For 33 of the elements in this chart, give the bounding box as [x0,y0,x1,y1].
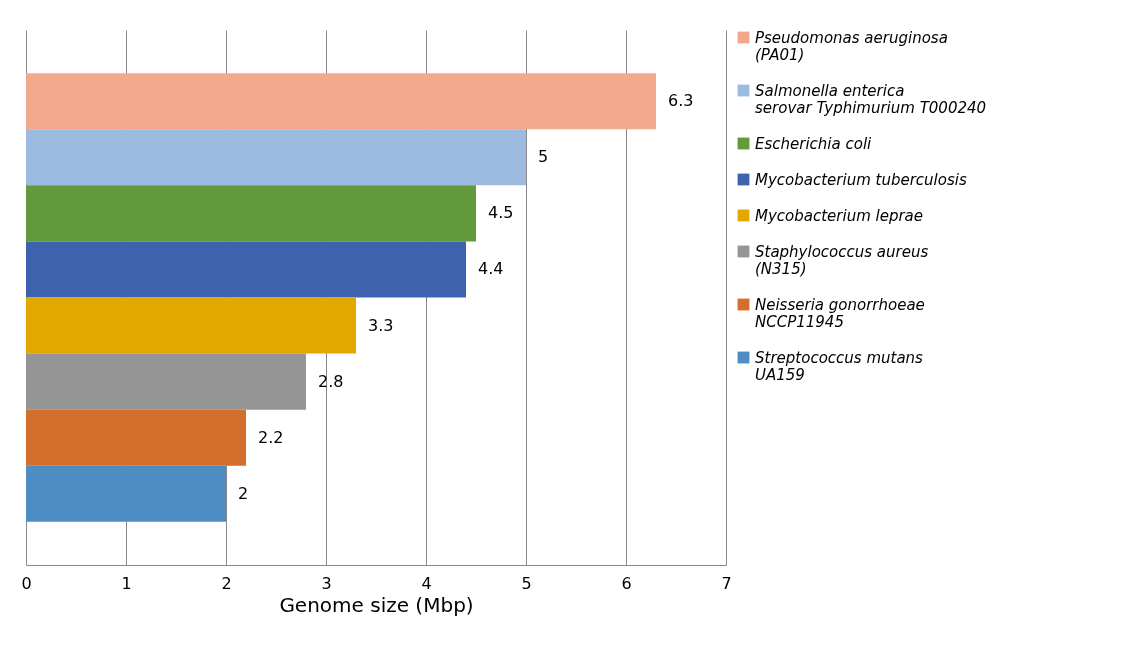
legend-label: Staphylococcus aureus (N315) [755,242,929,278]
bar [26,241,466,298]
bar [26,353,306,410]
bar [26,297,356,354]
bar [26,409,246,466]
data-label: 2.2 [258,427,284,447]
legend-label: Mycobacterium tuberculosis [755,170,967,189]
x-axis-title: Genome size (Mbp) [279,592,474,617]
x-tick-label: 3 [321,573,332,593]
bar [26,185,476,242]
x-tick-label: 6 [621,573,632,593]
data-label: 4.4 [478,259,504,279]
x-tick-label: 5 [521,573,532,593]
bar [26,73,656,130]
data-label: 4.5 [488,203,514,223]
data-label: 3.3 [368,315,394,335]
legend-label: Streptococcus mutans UA159 [755,348,924,384]
legend-label: Escherichia coli [755,134,873,153]
x-tick-label: 1 [121,573,132,593]
data-label: 2 [238,483,249,503]
bar [26,465,226,522]
x-tick-label: 4 [421,573,432,593]
legend-label: Salmonella enterica serovar Typhimurium T000240 [755,81,987,117]
bar [26,129,526,186]
legend-label: Pseudomonas aeruginosa (PA01) [755,28,948,64]
data-label: 6.3 [668,91,694,111]
x-tick-label: 7 [721,573,732,593]
x-tick-label: 0 [21,573,32,593]
legend-label: Neisseria gonorrhoeae NCCP11945 [755,295,925,331]
data-label: 2.8 [318,371,344,391]
data-label: 5 [538,147,549,167]
legend-label: Mycobacterium leprae [755,206,924,225]
x-tick-label: 2 [221,573,232,593]
